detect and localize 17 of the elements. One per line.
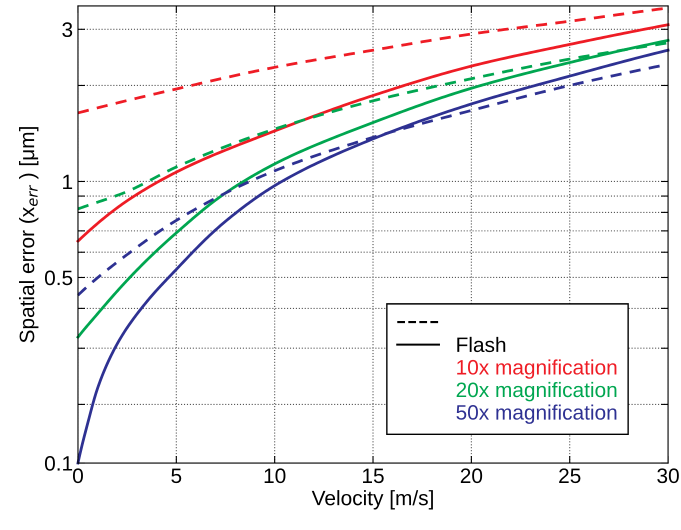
- x-tick-label: 5: [171, 468, 182, 484]
- y-tick-label: 0.5: [44, 270, 72, 286]
- x-tick-label: 20: [460, 468, 482, 484]
- x-tick-label: 25: [559, 468, 580, 484]
- x-tick-label: 10: [264, 468, 286, 484]
- x-axis-title: Velocity [m/s]: [312, 490, 433, 510]
- y-tick-label: 0.1: [44, 456, 72, 471]
- x-tick-label: 0: [72, 468, 83, 484]
- y-tick-label: 3: [62, 22, 72, 38]
- text: 20x magnification: [456, 382, 616, 402]
- annotation: Flash: [457, 336, 506, 352]
- y-tick-label: 1: [63, 174, 72, 190]
- x-tick-label: 15: [363, 468, 384, 484]
- text: 50x magnification: [456, 404, 616, 424]
- text: 10x magnification: [457, 359, 616, 379]
- x-tick-label: 30: [657, 468, 679, 484]
- y-axis-title: Spatial error (x$_{err}$ ) [μm]: [19, 127, 38, 343]
